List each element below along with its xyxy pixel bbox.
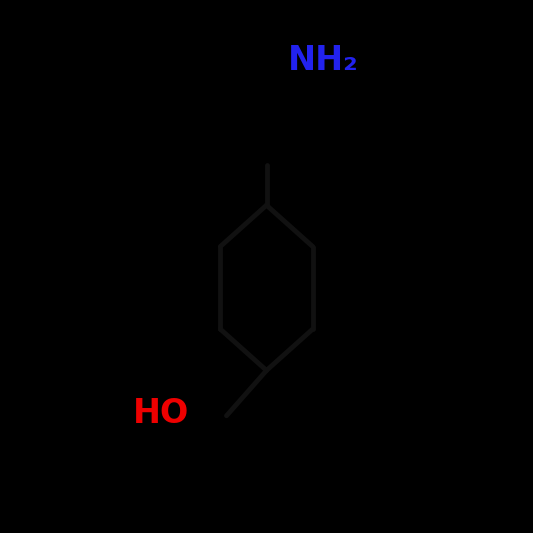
Text: NH₂: NH₂ [288,44,359,77]
Text: HO: HO [133,397,189,430]
